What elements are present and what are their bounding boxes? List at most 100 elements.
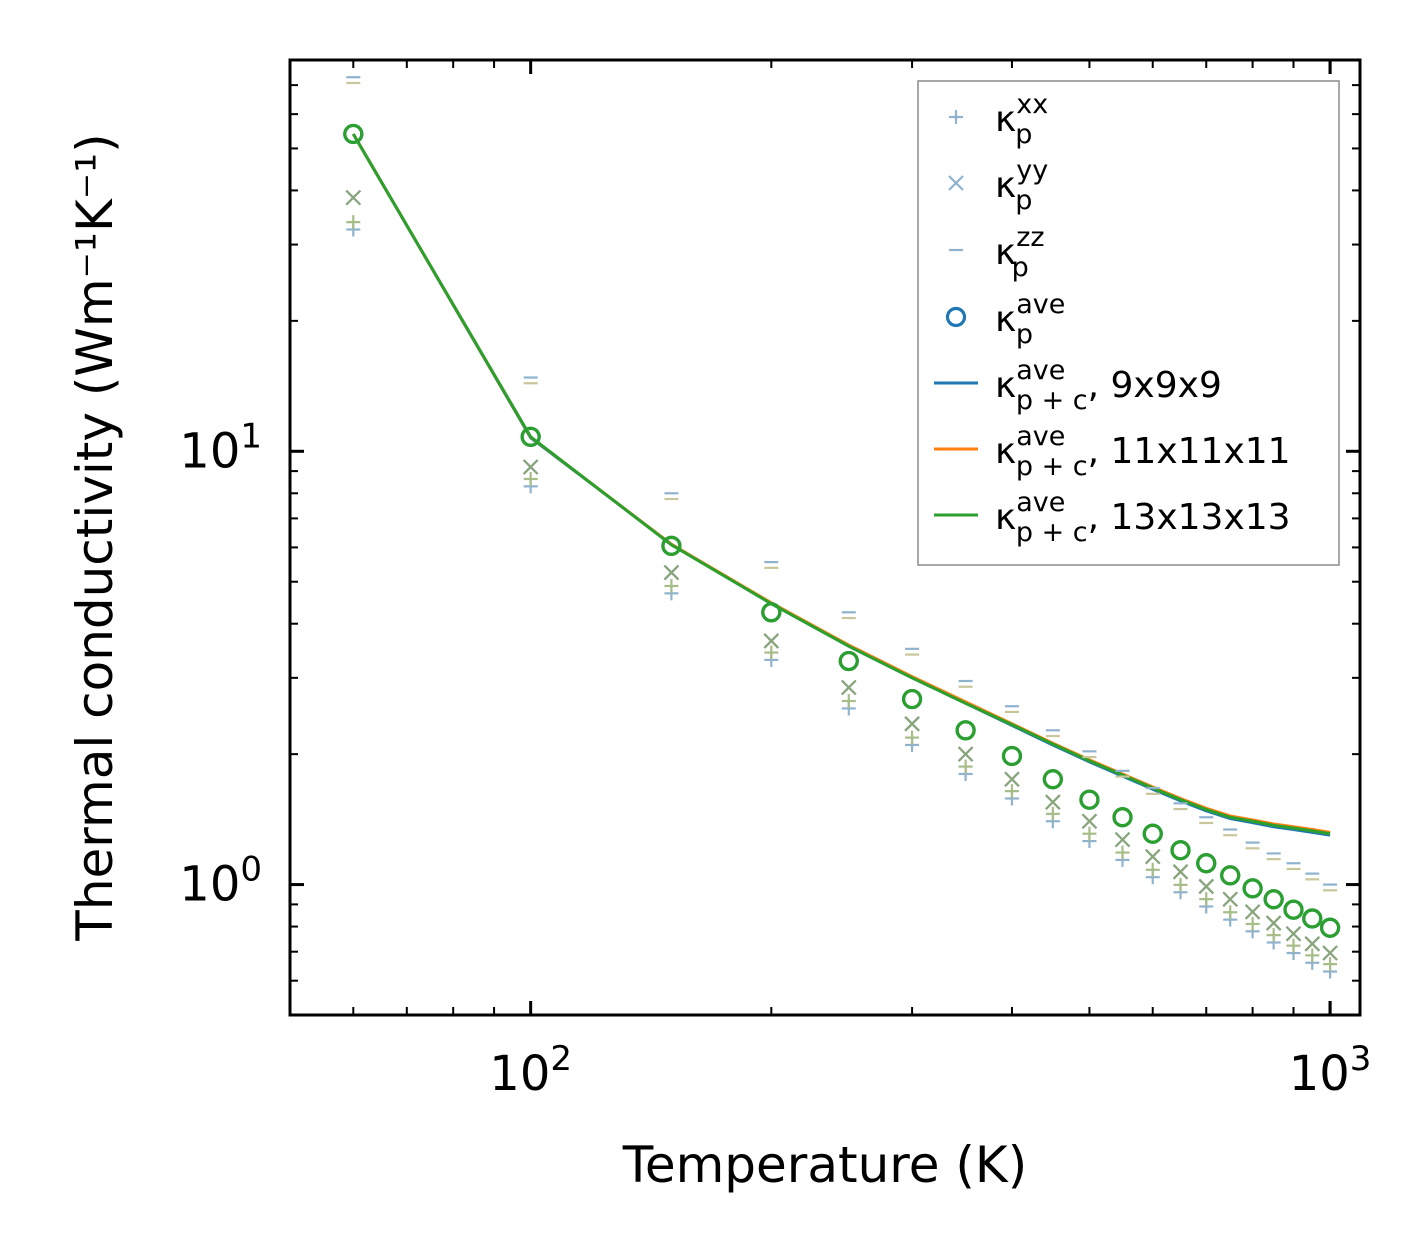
- point-kyy_overlay-b: [1322, 945, 1338, 961]
- point-kave_overlay: [1196, 853, 1217, 874]
- point-kyy_overlay: [840, 679, 857, 696]
- point-kxx_overlay: [958, 759, 973, 774]
- point-kyy_overlay: [1322, 945, 1338, 961]
- point-kyy_overlay: [1265, 915, 1282, 931]
- x-tick-label: 103: [1289, 1039, 1372, 1102]
- legend-label-kyy: κyy p: [995, 155, 1048, 216]
- legend-swatch-kave: [945, 306, 967, 328]
- point-kxx_overlay: [1173, 877, 1188, 892]
- legend-label-kpc_13: κave p + c, 13x13x13: [995, 487, 1291, 548]
- point-kyy_overlay: [1244, 904, 1261, 920]
- point-kave_overlay: [1170, 840, 1191, 861]
- point-kxx_overlay: [664, 578, 679, 593]
- point-kave_overlay: [1079, 789, 1100, 810]
- point-kave_overlay: [1042, 769, 1063, 790]
- point-kxx_overlay: [905, 730, 920, 745]
- point-kyy_overlay: [1172, 864, 1189, 880]
- point-kyy_overlay: [957, 746, 974, 762]
- point-kave_overlay: [901, 688, 923, 710]
- legend-label-kpc_11: κave p + c, 11x11x11: [995, 421, 1291, 482]
- point-kyy_overlay-b: [1265, 915, 1282, 931]
- point-kyy_overlay-b: [1004, 771, 1020, 788]
- point-kyy_overlay-b: [663, 564, 680, 581]
- point-kave_overlay: [1302, 908, 1323, 929]
- point-kyy_overlay: [1304, 936, 1321, 952]
- point-kxx_overlay: [841, 694, 856, 709]
- point-kxx_overlay: [1286, 938, 1301, 953]
- point-kyy_overlay: [1222, 891, 1238, 908]
- point-kave_overlay: [1001, 745, 1023, 767]
- point-kyy_overlay-b: [1304, 936, 1321, 952]
- point-kyy_overlay: [1004, 771, 1020, 788]
- point-kxx_overlay: [1245, 916, 1260, 931]
- point-kyy_overlay-b: [763, 633, 780, 649]
- point-kave_overlay: [1142, 823, 1163, 844]
- point-kxx_overlay: [1004, 784, 1019, 799]
- x-tick-label: 102: [489, 1039, 572, 1102]
- plot-frame: [288, 58, 1362, 1017]
- point-kyy_overlay: [522, 459, 539, 475]
- point-kyy_overlay: [1045, 794, 1061, 810]
- point-kave_overlay: [520, 426, 541, 447]
- legend-label-kzz: κzz p: [995, 222, 1045, 283]
- point-kxx_overlay: [523, 471, 538, 486]
- point-kave_overlay: [1319, 917, 1341, 938]
- point-kyy_overlay-b: [1114, 831, 1131, 848]
- point-kyy_overlay-b: [1045, 794, 1061, 810]
- point-kave_overlay: [343, 123, 364, 145]
- series-layer: [343, 76, 1341, 979]
- y-tick-label: 101: [179, 416, 262, 479]
- legend-label-kave: κave p: [995, 289, 1065, 350]
- point-kxx_overlay: [346, 215, 361, 230]
- point-kyy_overlay: [663, 564, 680, 581]
- legend-label-kxx: κxx p: [995, 89, 1048, 150]
- point-kxx_overlay: [1323, 957, 1338, 972]
- x-axis-label: Temperature (K): [622, 1136, 1027, 1194]
- point-kyy_overlay: [1114, 831, 1131, 848]
- tick-labels: 102 103 100 101: [179, 416, 1371, 1102]
- point-kyy_overlay-b: [1222, 891, 1238, 908]
- point-kave_overlay: [1220, 865, 1241, 886]
- legend-swatch-kyy: [948, 175, 964, 191]
- point-kave_overlay: [1242, 878, 1263, 899]
- legend-swatch-kxx: [949, 110, 963, 124]
- point-kyy_overlay-b: [1285, 925, 1302, 942]
- point-kyy_overlay-b: [522, 459, 539, 475]
- point-kyy_overlay: [1198, 878, 1215, 895]
- point-kyy_overlay: [904, 716, 920, 732]
- point-kyy_overlay: [1081, 813, 1098, 830]
- point-kyy_overlay-b: [1081, 813, 1098, 830]
- series-line-kpc_13: [352, 133, 1331, 836]
- point-kxx_overlay: [1145, 862, 1160, 877]
- point-kxx_overlay: [1199, 892, 1214, 907]
- point-kyy_overlay-b: [1172, 864, 1189, 880]
- point-kave_overlay: [955, 720, 976, 741]
- point-kxx_overlay: [1115, 845, 1130, 860]
- point-kyy_overlay-b: [904, 716, 920, 732]
- point-kxx_overlay: [1082, 826, 1097, 841]
- legend-label-kpc_9: κave p + c, 9x9x9: [995, 355, 1222, 416]
- point-kyy_overlay-b: [957, 746, 974, 762]
- point-kyy_overlay: [763, 633, 780, 649]
- point-kyy_overlay-b: [1244, 904, 1261, 920]
- point-kave_overlay: [1112, 807, 1133, 828]
- legend-box: [917, 80, 1340, 566]
- legend-swatch-kyy-b: [948, 175, 964, 191]
- point-kyy_overlay: [1285, 925, 1302, 942]
- point-kyy_overlay-b: [840, 679, 857, 696]
- point-kxx_overlay: [1045, 806, 1060, 821]
- point-kyy_overlay-b: [1144, 848, 1161, 865]
- point-kxx_overlay: [1266, 928, 1281, 943]
- point-kyy_overlay: [1144, 848, 1161, 865]
- point-kxx_overlay: [1223, 905, 1238, 920]
- point-kave_overlay: [761, 602, 782, 623]
- point-kave_overlay: [661, 535, 682, 556]
- point-kxx_overlay: [764, 645, 779, 660]
- y-axis-label: Thermal conductivity (Wm⁻¹K⁻¹): [66, 133, 124, 941]
- point-kyy_overlay: [345, 189, 362, 206]
- point-kxx_overlay: [1305, 948, 1320, 963]
- point-kyy_overlay-b: [1198, 878, 1215, 895]
- point-kyy_overlay-b: [345, 189, 362, 206]
